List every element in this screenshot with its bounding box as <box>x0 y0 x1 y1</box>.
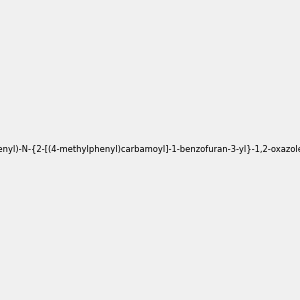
Text: 5-(4-methoxyphenyl)-N-{2-[(4-methylphenyl)carbamoyl]-1-benzofuran-3-yl}-1,2-oxaz: 5-(4-methoxyphenyl)-N-{2-[(4-methylpheny… <box>0 146 300 154</box>
